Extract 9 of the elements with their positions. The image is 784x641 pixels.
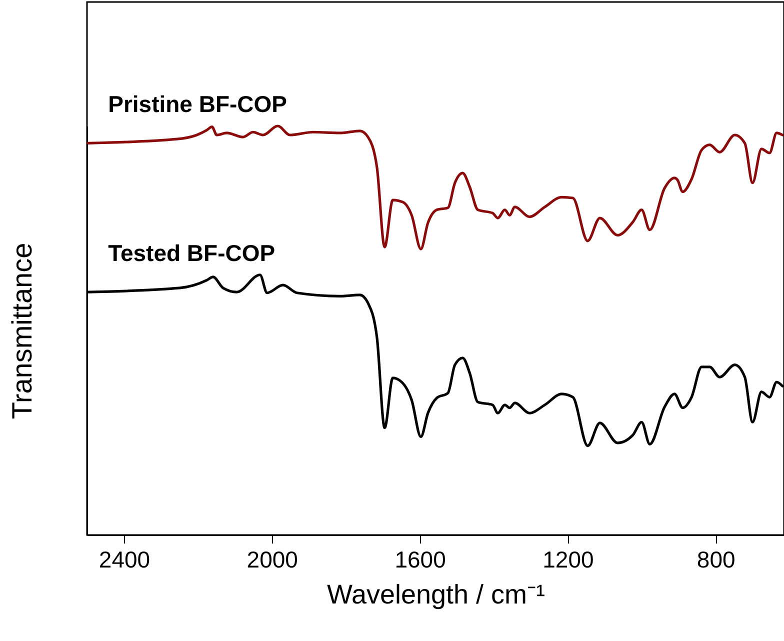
- x-tick-label: 2000: [246, 546, 298, 572]
- x-tick-label: 2400: [98, 546, 150, 572]
- series-label: Pristine BF-COP: [108, 91, 288, 118]
- x-tick-label: 1200: [542, 546, 594, 572]
- y-axis-title: Transmittance: [6, 242, 38, 420]
- x-axis-title: Wavelength / cm⁻¹: [326, 580, 546, 610]
- x-tick-label: 1600: [394, 546, 446, 572]
- series-label: Tested BF-COP: [108, 240, 276, 266]
- x-tick-label: 800: [696, 546, 736, 572]
